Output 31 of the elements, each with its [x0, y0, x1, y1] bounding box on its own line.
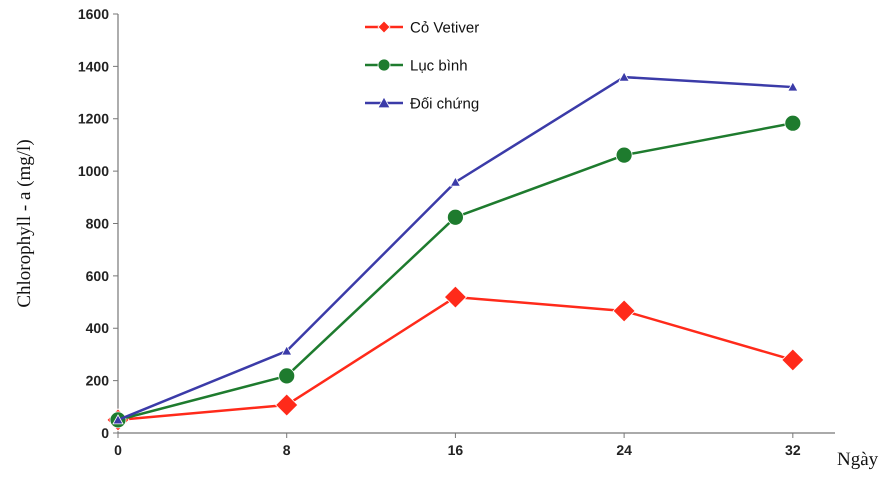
x-tick-label: 0	[114, 442, 122, 458]
x-tick-label: 8	[282, 442, 291, 458]
x-axis-title: Ngày	[837, 449, 879, 470]
legend-label: Cỏ Vetiver	[410, 19, 480, 36]
point	[281, 346, 292, 356]
point	[616, 146, 633, 164]
point	[444, 286, 467, 308]
x-tick-label: 16	[448, 442, 464, 458]
y-tick-label: 200	[86, 372, 110, 389]
point	[447, 208, 464, 226]
point	[278, 368, 296, 384]
y-tick-label: 400	[86, 320, 110, 336]
y-tick-label: 1200	[78, 110, 110, 127]
x-tick-label: 32	[785, 442, 801, 458]
point	[787, 82, 798, 92]
point	[275, 394, 298, 416]
legend-label: Lục bình	[410, 57, 468, 74]
legend-label: Đối chứng	[410, 95, 480, 112]
y-tick-label: 0	[101, 424, 110, 441]
x-tick-label: 24	[616, 442, 632, 458]
point	[618, 72, 630, 82]
point	[612, 300, 636, 322]
y-tick-label: 800	[86, 215, 110, 232]
y-tick-label: 1600	[78, 6, 110, 22]
point	[450, 176, 461, 187]
point	[784, 114, 802, 132]
point	[781, 348, 804, 372]
y-tick-label: 1400	[78, 58, 110, 74]
y-tick-label: 600	[86, 268, 110, 284]
y-tick-label: 1000	[78, 163, 110, 180]
y-axis-title: Chlorophyll - a (mg/l)	[14, 139, 35, 308]
